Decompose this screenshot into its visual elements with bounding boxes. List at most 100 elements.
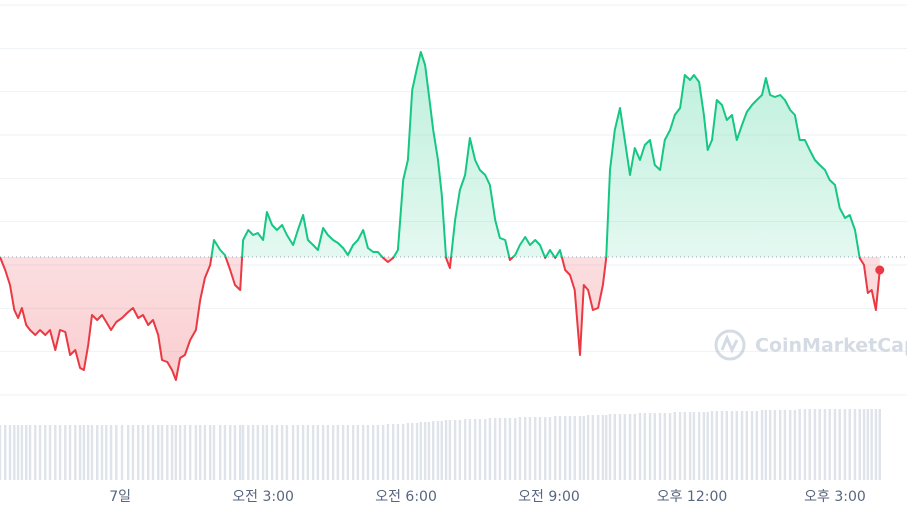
volume-bar — [813, 409, 817, 480]
volume-bar — [740, 411, 744, 480]
volume-bar — [596, 415, 600, 480]
volume-bar — [238, 425, 242, 480]
volume-bar — [86, 425, 90, 480]
volume-bar — [715, 411, 718, 480]
volume-bar — [415, 423, 419, 480]
volume-bar — [326, 425, 330, 480]
volume-bar — [48, 425, 52, 480]
volume-bar — [432, 421, 435, 480]
volume-bar — [170, 425, 174, 480]
volume-bar — [120, 425, 124, 480]
volume-bar — [203, 425, 207, 480]
volume-bar — [608, 414, 612, 480]
volume-bar — [643, 413, 647, 480]
volume-bar — [493, 418, 497, 480]
volume-bar — [90, 425, 94, 480]
volume-bar — [115, 425, 118, 480]
volume-bar — [366, 425, 370, 480]
volume-bar — [653, 413, 657, 480]
volume-bar — [336, 425, 340, 480]
volume-bar — [247, 425, 250, 480]
volume-bar — [381, 425, 385, 480]
volume-bar — [764, 410, 768, 480]
volume-bar — [613, 414, 616, 480]
volume-bar — [858, 409, 861, 480]
volume-bar — [396, 424, 400, 480]
volume-bar — [141, 425, 145, 480]
volume-bar — [518, 417, 522, 480]
volume-bar — [341, 425, 345, 480]
volume-bar — [544, 417, 547, 480]
volume-bar — [157, 425, 160, 480]
volume-bar — [668, 413, 672, 480]
volume-bar — [401, 424, 405, 480]
volume-bar — [783, 410, 787, 480]
volume-bar — [453, 420, 457, 480]
volume-bar — [573, 416, 576, 480]
volume-bar — [564, 416, 567, 480]
volume-bar — [554, 416, 557, 480]
last-point — [875, 265, 885, 275]
volume-bar — [528, 417, 532, 480]
volume-bar — [866, 409, 870, 480]
volume-bar — [586, 415, 590, 480]
volume-bar — [697, 412, 701, 480]
volume-bar — [16, 425, 20, 480]
volume-bar — [578, 416, 582, 480]
volume-bar — [361, 425, 365, 480]
volume-bar — [109, 425, 113, 480]
volume-bar — [478, 419, 482, 480]
x-tick-label: 오전 6:00 — [375, 489, 437, 505]
volume-bar — [241, 425, 245, 480]
volume-bar — [233, 425, 237, 480]
volume-bar — [160, 425, 164, 480]
volume-bar — [503, 418, 507, 480]
volume-bar — [730, 411, 734, 480]
volume-bar — [321, 425, 325, 480]
volume-bar — [223, 425, 227, 480]
volume-bar — [306, 425, 310, 480]
volume-bar — [862, 409, 866, 480]
volume-bar — [591, 415, 595, 480]
volume-bar — [296, 425, 300, 480]
watermark-text: CoinMarketCap — [755, 335, 907, 357]
volume-bar — [773, 410, 777, 480]
volume-bar — [270, 425, 274, 480]
volume-bar — [750, 411, 754, 480]
volume-bar — [356, 425, 360, 480]
volume-bar — [768, 410, 772, 480]
volume-bar — [419, 422, 423, 480]
volume-bar — [96, 425, 99, 480]
volume-bar — [194, 425, 198, 480]
volume-bar — [440, 421, 443, 480]
volume-bar — [523, 417, 527, 480]
volume-bar — [760, 410, 764, 480]
volume-bar — [658, 413, 662, 480]
volume-bar — [82, 425, 86, 480]
volume-bar — [178, 425, 182, 480]
volume-bar — [828, 409, 831, 480]
volume-bar — [823, 409, 827, 480]
volume-bar — [673, 412, 677, 480]
volume-bar — [8, 425, 12, 480]
volume-bar — [316, 425, 320, 480]
volume-bar — [174, 425, 178, 480]
volume-bar — [848, 409, 851, 480]
volume-bar — [568, 416, 572, 480]
volume-bar — [331, 425, 335, 480]
volume-bar — [100, 425, 104, 480]
volume-bar — [843, 409, 847, 480]
volume-bar — [710, 411, 714, 480]
volume-bar — [735, 411, 738, 480]
volume-bar — [533, 417, 537, 480]
volume-bar — [601, 415, 605, 480]
volume-bar — [633, 414, 636, 480]
volume-bar — [151, 425, 155, 480]
volume-bar — [638, 413, 642, 480]
volume-bar — [183, 425, 187, 480]
volume-bar — [473, 419, 477, 480]
volume-bar — [508, 418, 512, 480]
volume-bar — [513, 418, 517, 480]
volume-bar — [54, 425, 57, 480]
